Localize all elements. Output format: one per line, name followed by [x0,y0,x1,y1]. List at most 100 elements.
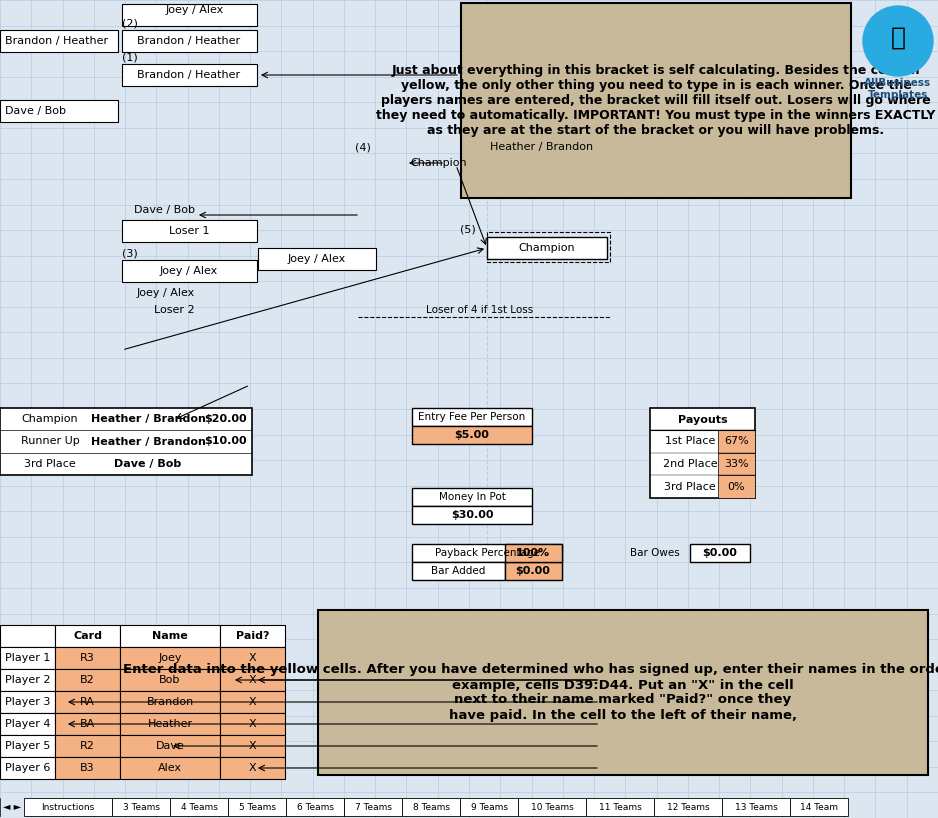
Bar [344,798,402,816]
Text: Heather: Heather [147,719,192,729]
Text: Name: Name [152,631,188,641]
Text: Dave / Bob: Dave / Bob [134,205,195,215]
Bar [690,544,750,562]
Bar [460,798,518,816]
Text: Heather / Brandon: Heather / Brandon [490,142,593,152]
Text: Loser 2: Loser 2 [155,305,195,315]
Text: X: X [249,653,256,663]
Text: Joey: Joey [159,653,182,663]
Text: Paid?: Paid? [235,631,269,641]
Text: Bar Added: Bar Added [431,566,486,576]
Bar [518,798,586,816]
Text: Dave / Bob: Dave / Bob [5,106,66,116]
Text: 5 Teams: 5 Teams [238,802,276,811]
Bar [122,4,257,26]
Text: X: X [249,763,256,773]
Text: 10 Teams: 10 Teams [531,802,573,811]
Bar [412,426,532,444]
Text: Money In Pot: Money In Pot [439,492,506,502]
Text: 12 Teams: 12 Teams [667,802,709,811]
Text: 4 Teams: 4 Teams [180,802,218,811]
Text: AllBusiness: AllBusiness [865,78,931,88]
Bar [718,475,755,498]
Bar [55,735,120,757]
Text: Player 2: Player 2 [5,675,51,685]
Text: Joey / Alex: Joey / Alex [159,266,219,276]
Text: X: X [249,697,256,707]
Bar [55,625,120,647]
Bar [55,669,120,691]
Text: Joey / Alex: Joey / Alex [166,5,224,15]
Bar [220,757,285,779]
Text: Just about everything in this bracket is self calculating. Besides the cells in : Just about everything in this bracket is… [376,64,936,137]
Text: 13 Teams: 13 Teams [734,802,778,811]
Text: 14 Team: 14 Team [800,802,838,811]
Text: Payback Percentage: Payback Percentage [434,548,539,558]
Text: (2): (2) [122,18,138,28]
Text: 🖥: 🖥 [890,26,905,50]
Text: Brandon / Heather: Brandon / Heather [5,36,108,46]
Bar [0,669,55,691]
Text: Champion: Champion [22,414,78,425]
Text: Joey / Alex: Joey / Alex [137,288,195,298]
Bar [0,100,118,122]
Bar [0,691,55,713]
Circle shape [863,6,933,76]
Bar [505,562,562,580]
Text: (5): (5) [460,225,476,235]
Bar [0,625,55,647]
Text: Brandon / Heather: Brandon / Heather [138,70,240,80]
Text: $20.00: $20.00 [204,414,247,425]
Bar [24,798,112,816]
Bar [228,798,286,816]
Text: Player 6: Player 6 [5,763,51,773]
Text: Heather / Brandon: Heather / Brandon [91,414,205,425]
Text: Champion: Champion [519,243,575,253]
Bar [461,3,851,198]
Bar [122,260,257,282]
Text: Player 3: Player 3 [5,697,51,707]
Text: $5.00: $5.00 [455,430,490,440]
Text: 8 Teams: 8 Teams [413,802,449,811]
Text: R3: R3 [80,653,95,663]
Text: Runner Up: Runner Up [21,437,80,447]
Bar [120,625,220,647]
Text: 100%: 100% [516,548,550,558]
Bar [412,544,562,562]
Text: Player 5: Player 5 [5,741,51,751]
Text: B2: B2 [80,675,95,685]
Text: X: X [249,741,256,751]
Text: Champion: Champion [410,158,466,168]
Text: (4): (4) [355,142,371,152]
Text: BA: BA [80,719,95,729]
Bar [120,713,220,735]
Text: 11 Teams: 11 Teams [598,802,642,811]
Text: R2: R2 [80,741,95,751]
Text: 3 Teams: 3 Teams [123,802,159,811]
Text: Loser 1: Loser 1 [169,226,209,236]
Text: Payouts: Payouts [677,415,727,425]
Text: Entry Fee Per Person: Entry Fee Per Person [418,412,525,422]
Text: ◄ ►: ◄ ► [3,802,21,812]
Text: Dave / Bob: Dave / Bob [114,459,182,469]
Bar [55,757,120,779]
Bar [220,713,285,735]
Text: B3: B3 [80,763,95,773]
Text: 1st Place: 1st Place [665,436,715,447]
Text: $0.00: $0.00 [703,548,737,558]
Bar [654,798,722,816]
Text: $0.00: $0.00 [516,566,551,576]
Text: Loser of 4 if 1st Loss: Loser of 4 if 1st Loss [427,305,534,315]
Text: 9 Teams: 9 Teams [471,802,507,811]
Text: 3rd Place: 3rd Place [24,459,76,469]
Text: RA: RA [80,697,95,707]
Bar [122,30,257,52]
Bar [790,798,848,816]
Bar [718,430,755,452]
Bar [122,220,257,242]
Bar [412,408,532,426]
Text: 67%: 67% [724,436,749,447]
Text: 0%: 0% [728,482,746,492]
Bar [586,798,654,816]
Bar [318,610,928,775]
